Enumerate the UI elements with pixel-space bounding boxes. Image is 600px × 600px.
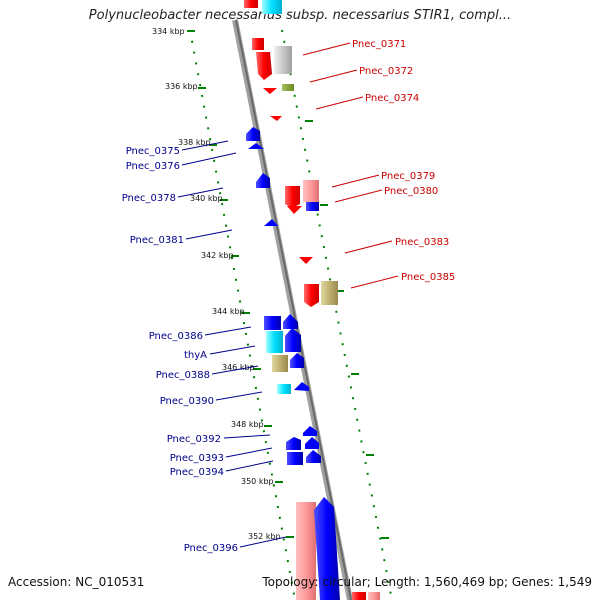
genome-summary-text: Topology: circular; Length: 1,560,469 bp… — [262, 575, 592, 589]
gene-feature[interactable] — [305, 437, 319, 449]
gene-label[interactable]: Pnec_0374 — [365, 93, 419, 104]
gene-feature[interactable] — [266, 331, 283, 353]
gene-feature[interactable] — [321, 281, 338, 305]
gene-feature[interactable] — [274, 46, 292, 74]
gene-feature[interactable] — [244, 0, 258, 8]
tick-marks — [187, 30, 389, 539]
gene-feature[interactable] — [314, 497, 340, 600]
gene-label[interactable]: Pnec_0375 — [126, 146, 180, 157]
gene-feature[interactable] — [272, 355, 288, 372]
tick-label: 336 kbp — [165, 82, 198, 91]
gene-feature[interactable] — [306, 202, 319, 211]
gene-label[interactable]: Pnec_0390 — [160, 396, 214, 407]
leader-lines-left — [177, 140, 287, 548]
gene-label[interactable]: Pnec_0385 — [401, 272, 455, 283]
gene-label[interactable]: Pnec_0372 — [359, 66, 413, 77]
gene-label[interactable]: Pnec_0383 — [395, 237, 449, 248]
gene-feature[interactable] — [299, 257, 313, 264]
gene-feature[interactable] — [252, 38, 264, 50]
gene-label[interactable]: Pnec_0394 — [170, 467, 224, 478]
gene-feature[interactable] — [303, 426, 317, 436]
gene-feature[interactable] — [296, 502, 316, 600]
gene-feature[interactable] — [285, 328, 301, 352]
gene-label[interactable]: Pnec_0381 — [130, 235, 184, 246]
tick-label: 338 kbp — [178, 138, 211, 147]
gene-label[interactable]: Pnec_0371 — [352, 39, 406, 50]
gene-feature[interactable] — [246, 127, 260, 141]
gene-feature[interactable] — [285, 186, 300, 208]
gene-feature[interactable] — [306, 450, 321, 463]
gene-feature[interactable] — [248, 143, 264, 149]
tick-label: 334 kbp — [152, 27, 185, 36]
gene-label[interactable]: Pnec_0379 — [381, 171, 435, 182]
gene-feature[interactable] — [277, 384, 291, 394]
gene-feature[interactable] — [368, 592, 380, 600]
gene-label[interactable]: Pnec_0396 — [184, 543, 238, 554]
tick-label: 340 kbp — [190, 194, 223, 203]
leader-lines-right — [302, 42, 399, 289]
gene-feature[interactable] — [270, 116, 282, 121]
gene-label[interactable]: Pnec_0380 — [384, 186, 438, 197]
gene-feature[interactable] — [287, 206, 302, 214]
tick-label: 346 kbp — [222, 363, 255, 372]
gene-feature[interactable] — [352, 592, 366, 600]
gene-feature[interactable] — [283, 314, 298, 329]
gene-label[interactable]: thyA — [184, 350, 207, 361]
genome-backbone-core — [235, 19, 352, 600]
map-title: Polynucleobacter necessarius subsp. nece… — [88, 8, 512, 23]
gene-feature[interactable] — [264, 316, 281, 330]
tick-label: 352 kbp — [248, 532, 281, 541]
gene-feature[interactable] — [256, 173, 270, 188]
accession-text: Accession: NC_010531 — [8, 575, 145, 589]
gene-label[interactable]: Pnec_0386 — [149, 331, 203, 342]
gene-feature[interactable] — [286, 437, 301, 450]
tick-label: 348 kbp — [231, 420, 264, 429]
gene-label[interactable]: Pnec_0376 — [126, 161, 180, 172]
gene-feature[interactable] — [304, 284, 319, 307]
gene-feature[interactable] — [262, 0, 282, 14]
gene-feature[interactable] — [287, 452, 303, 465]
tick-label: 344 kbp — [212, 307, 245, 316]
gene-label[interactable]: Pnec_0393 — [170, 453, 224, 464]
gene-feature[interactable] — [290, 353, 304, 368]
gene-feature[interactable] — [264, 219, 278, 226]
gene-label[interactable]: Pnec_0388 — [156, 370, 210, 381]
gene-feature[interactable] — [282, 84, 294, 91]
gene-feature[interactable] — [294, 382, 309, 391]
tick-label: 342 kbp — [201, 251, 234, 260]
gene-feature[interactable] — [256, 52, 272, 80]
gene-label[interactable]: Pnec_0392 — [167, 434, 221, 445]
gene-label[interactable]: Pnec_0378 — [122, 193, 176, 204]
gene-feature[interactable] — [303, 180, 319, 202]
tick-label: 350 kbp — [241, 477, 274, 486]
gene-feature[interactable] — [263, 88, 277, 94]
